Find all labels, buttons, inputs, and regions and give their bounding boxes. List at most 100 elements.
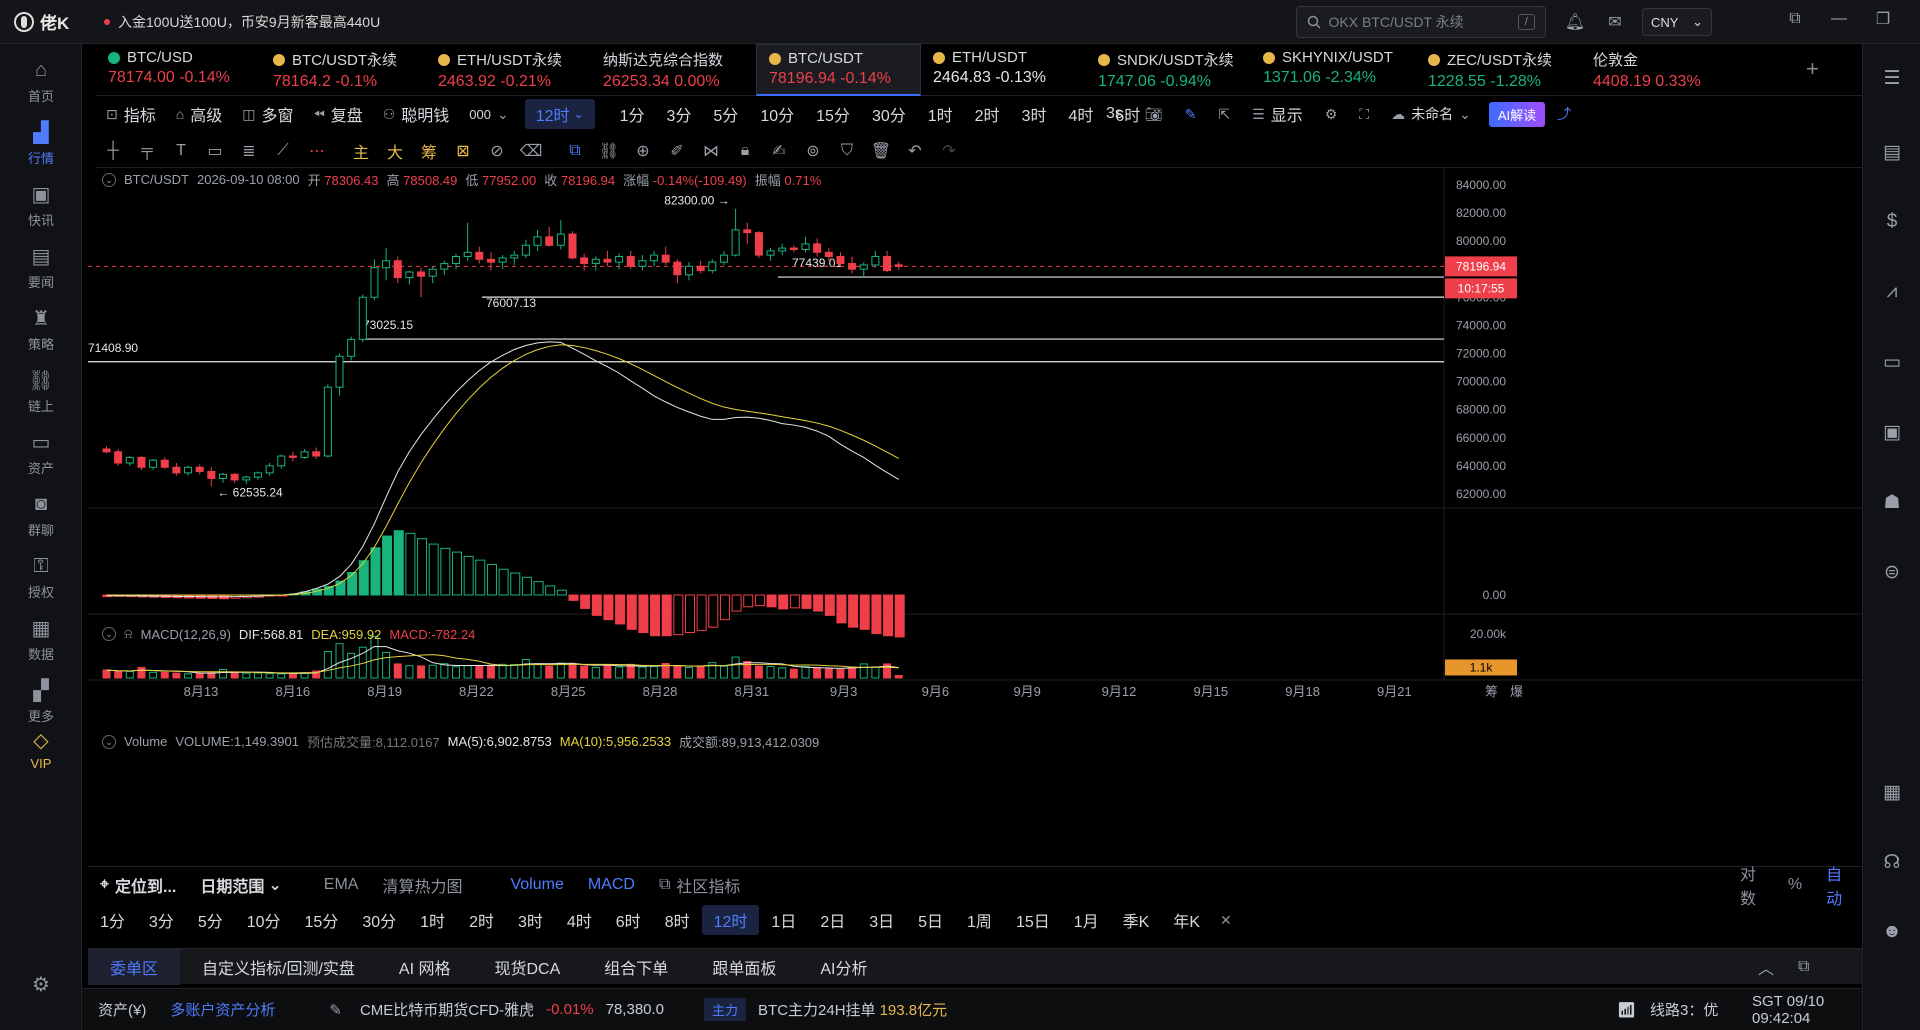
layout-dropdown[interactable]: ☁ 未命名 ⌄ xyxy=(1381,99,1481,129)
bottom-interval-15[interactable]: 3日 xyxy=(869,914,895,931)
candle[interactable] xyxy=(848,256,857,274)
exchange-icon[interactable]: ⊜ xyxy=(1884,561,1900,583)
bottom-interval-20[interactable]: 季K xyxy=(1122,914,1150,931)
line-status[interactable]: 线路3：优 xyxy=(1650,1002,1719,1019)
candle[interactable] xyxy=(673,259,682,284)
nav-item-11[interactable]: ◇ VIP xyxy=(0,728,82,772)
nav-item-7[interactable]: ◙ 群聊 xyxy=(0,492,82,539)
candle[interactable] xyxy=(708,259,717,274)
multi-account-link[interactable]: 多账户资产分析 xyxy=(170,1002,276,1019)
candle[interactable] xyxy=(638,255,647,271)
brush-icon[interactable]: ✐ xyxy=(670,142,684,160)
monitor-icon[interactable]: ▭ xyxy=(1883,351,1901,373)
refresh-rate[interactable]: 3s xyxy=(1096,99,1133,129)
share-icon[interactable]: ⇱ xyxy=(1218,105,1231,122)
candle[interactable] xyxy=(102,446,111,454)
ruler-tool-icon[interactable]: ▭ xyxy=(207,142,223,160)
document-icon[interactable]: ▤ xyxy=(1883,141,1901,163)
candle[interactable] xyxy=(323,384,332,458)
candle[interactable] xyxy=(160,457,169,469)
candle[interactable] xyxy=(149,458,158,471)
panel-tab-4[interactable]: 组合下单 xyxy=(604,960,669,978)
candle[interactable] xyxy=(358,294,367,343)
interval-5[interactable]: 30分 xyxy=(871,108,906,125)
hide-icon[interactable]: ⊚ xyxy=(806,142,820,160)
auto-scale-toggle[interactable]: 自动 xyxy=(1826,866,1843,908)
community-indicator-button[interactable]: ⧉ 社区指标 xyxy=(647,870,752,900)
candle[interactable] xyxy=(312,447,321,459)
cme-label[interactable]: CME比特币期货CFD-雅虎 xyxy=(359,1002,535,1019)
candle[interactable] xyxy=(417,267,426,298)
candle[interactable] xyxy=(615,253,624,270)
bottom-interval-4[interactable]: 15分 xyxy=(304,914,339,931)
candle[interactable] xyxy=(591,256,600,271)
measure-tool-icon[interactable]: ⊘ xyxy=(490,142,504,160)
candle[interactable] xyxy=(801,236,810,253)
heatmap-toggle[interactable]: 清算热力图 xyxy=(382,878,463,896)
bell-alert-icon[interactable]: ⍾ xyxy=(124,626,133,641)
candle[interactable] xyxy=(533,229,542,251)
candle[interactable] xyxy=(661,246,670,265)
candle[interactable] xyxy=(405,270,414,285)
candle[interactable] xyxy=(184,465,193,476)
candle[interactable] xyxy=(265,463,274,476)
mail-icon[interactable]: ✉ xyxy=(1608,14,1622,31)
fib-tool-icon[interactable]: ≣ xyxy=(242,142,256,160)
candle[interactable] xyxy=(382,248,391,281)
mode-dropdown[interactable]: 000 ⌄ xyxy=(459,99,518,129)
candle[interactable] xyxy=(580,253,589,271)
rect-tool-icon[interactable]: ⊠ xyxy=(456,142,470,160)
close-icon[interactable]: ✕ xyxy=(1220,911,1232,928)
date-range-dropdown[interactable]: 日期范围 ⌄ xyxy=(188,870,293,900)
ticker-tab[interactable]: SNDK/USDT永续 1747.06 -0.94% xyxy=(1086,44,1251,96)
bottom-interval-11[interactable]: 8时 xyxy=(664,914,690,931)
bottom-interval-0[interactable]: 1分 xyxy=(100,914,125,931)
search-box[interactable]: / xyxy=(1296,6,1546,38)
replay-button[interactable]: ⏪︎ 复盘 xyxy=(303,99,372,129)
ticker-tab[interactable]: ETH/USDT 2464.83 -0.13% xyxy=(921,44,1086,96)
filter-icon[interactable]: ⛉ xyxy=(840,141,853,159)
volume-toggle[interactable]: Volume xyxy=(510,875,564,893)
main-force-text[interactable]: BTC主力24H挂单 xyxy=(758,1002,876,1019)
candle[interactable] xyxy=(568,231,577,260)
nav-item-6[interactable]: ▭ 资产 xyxy=(0,430,82,477)
interval-8[interactable]: 3时 xyxy=(1021,108,1047,125)
fullscreen-icon[interactable]: ⛶ xyxy=(1359,105,1370,122)
pattern-icon[interactable]: ⋈ xyxy=(703,142,719,160)
ai-button[interactable]: AI解读 xyxy=(1488,101,1546,127)
candle[interactable] xyxy=(836,252,845,267)
candle[interactable] xyxy=(719,250,728,265)
candle[interactable] xyxy=(778,243,787,256)
panel-tab-6[interactable]: AI分析 xyxy=(820,960,868,978)
candle[interactable] xyxy=(766,248,775,261)
candle[interactable] xyxy=(754,231,763,258)
candle[interactable] xyxy=(545,227,554,247)
bottom-interval-10[interactable]: 6时 xyxy=(615,914,641,931)
nav-item-1[interactable]: ▟ 行情 xyxy=(0,120,82,167)
candle[interactable] xyxy=(650,250,659,267)
headset-icon[interactable]: ☊ xyxy=(1883,851,1901,873)
candle[interactable] xyxy=(114,448,123,466)
nav-item-10[interactable]: ▞ 更多 xyxy=(0,678,82,725)
ticker-tab[interactable]: ZEC/USDT永续 1228.55 -1.28% xyxy=(1416,44,1581,96)
log-scale-toggle[interactable]: 对数 xyxy=(1740,866,1757,908)
ticker-tab[interactable]: 纳斯达克综合指数 26253.34 0.00% xyxy=(591,44,756,96)
bottom-interval-16[interactable]: 5日 xyxy=(918,914,944,931)
candle[interactable] xyxy=(335,353,344,396)
trend-icon[interactable]: ⤴ xyxy=(1557,106,1572,122)
nav-item-5[interactable]: ⛓︎ 链上 xyxy=(0,368,82,415)
bottom-interval-9[interactable]: 4时 xyxy=(566,914,592,931)
ticker-tab[interactable]: BTC/USDT永续 78164.2 -0.1% xyxy=(261,44,426,96)
bottom-interval-17[interactable]: 1周 xyxy=(967,914,992,931)
bottom-interval-2[interactable]: 5分 xyxy=(197,914,223,931)
candle[interactable] xyxy=(743,222,752,244)
lock-icon[interactable]: 🔒︎ xyxy=(740,141,750,159)
locate-button[interactable]: ⌖ 定位到... xyxy=(88,870,188,900)
interval-10[interactable]: 6时 xyxy=(1115,108,1141,125)
candle[interactable] xyxy=(731,208,740,257)
big-order-toggle[interactable]: 大 xyxy=(386,144,403,162)
candlestick-chart[interactable]: 84000.0082000.0080000.0078000.0076000.00… xyxy=(88,168,1862,868)
candle[interactable] xyxy=(824,248,833,261)
restore-icon[interactable]: ❐ xyxy=(1875,11,1891,28)
candle[interactable] xyxy=(521,239,530,258)
